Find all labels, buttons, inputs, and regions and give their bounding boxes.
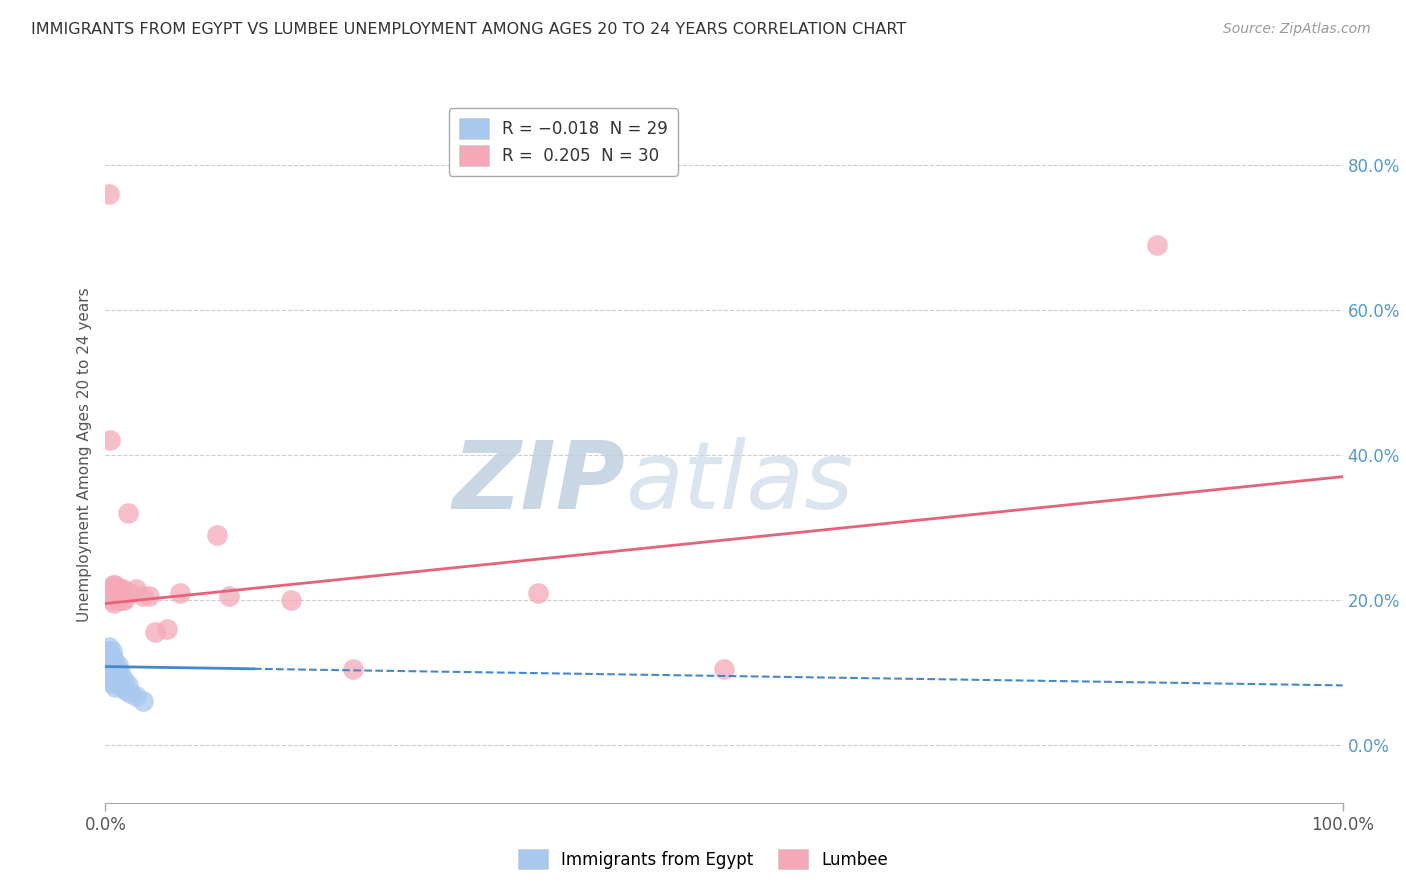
Point bbox=[100, 676, 122, 690]
Point bbox=[97, 647, 120, 661]
Point bbox=[111, 582, 134, 596]
Point bbox=[138, 589, 160, 603]
Point bbox=[100, 582, 122, 596]
Point bbox=[120, 685, 142, 699]
Point bbox=[104, 662, 127, 676]
Point bbox=[114, 683, 136, 698]
Legend: R = −0.018  N = 29, R =  0.205  N = 30: R = −0.018 N = 29, R = 0.205 N = 30 bbox=[449, 109, 678, 176]
Point bbox=[103, 673, 125, 687]
Point bbox=[96, 643, 118, 657]
Point bbox=[97, 665, 120, 680]
Point bbox=[101, 578, 124, 592]
Text: IMMIGRANTS FROM EGYPT VS LUMBEE UNEMPLOYMENT AMONG AGES 20 TO 24 YEARS CORRELATI: IMMIGRANTS FROM EGYPT VS LUMBEE UNEMPLOY… bbox=[31, 22, 907, 37]
Point bbox=[101, 651, 124, 665]
Point bbox=[100, 665, 122, 680]
Point bbox=[107, 676, 129, 690]
Text: ZIP: ZIP bbox=[453, 437, 626, 529]
Legend: Immigrants from Egypt, Lumbee: Immigrants from Egypt, Lumbee bbox=[508, 838, 898, 880]
Point bbox=[100, 643, 122, 657]
Point bbox=[98, 669, 121, 683]
Point bbox=[125, 689, 148, 703]
Point bbox=[1146, 237, 1168, 252]
Point bbox=[218, 589, 240, 603]
Point bbox=[110, 665, 132, 680]
Point bbox=[103, 655, 125, 669]
Point bbox=[156, 622, 179, 636]
Point bbox=[108, 669, 131, 683]
Point bbox=[527, 585, 550, 599]
Point bbox=[98, 655, 121, 669]
Point bbox=[96, 658, 118, 673]
Point bbox=[143, 625, 166, 640]
Point bbox=[205, 527, 228, 541]
Text: atlas: atlas bbox=[626, 437, 853, 528]
Point bbox=[280, 592, 302, 607]
Point bbox=[104, 578, 127, 592]
Point bbox=[117, 678, 139, 692]
Point bbox=[117, 506, 139, 520]
Point bbox=[98, 640, 121, 654]
Point bbox=[100, 651, 122, 665]
Point bbox=[103, 582, 125, 596]
Point bbox=[100, 434, 122, 448]
Point bbox=[110, 592, 132, 607]
Point bbox=[100, 592, 122, 607]
Y-axis label: Unemployment Among Ages 20 to 24 years: Unemployment Among Ages 20 to 24 years bbox=[76, 287, 91, 623]
Point bbox=[131, 694, 153, 708]
Point bbox=[103, 597, 125, 611]
Point bbox=[108, 592, 131, 607]
Point bbox=[131, 589, 153, 603]
Text: Source: ZipAtlas.com: Source: ZipAtlas.com bbox=[1223, 22, 1371, 37]
Point bbox=[98, 187, 121, 202]
Point bbox=[104, 680, 127, 694]
Point bbox=[112, 592, 135, 607]
Point bbox=[120, 585, 142, 599]
Point bbox=[169, 585, 191, 599]
Point bbox=[101, 669, 124, 683]
Point bbox=[105, 592, 128, 607]
Point bbox=[112, 673, 135, 687]
Point bbox=[342, 662, 364, 676]
Point bbox=[125, 582, 148, 596]
Point bbox=[107, 658, 129, 673]
Point bbox=[105, 665, 128, 680]
Point bbox=[107, 582, 129, 596]
Point bbox=[713, 662, 735, 676]
Point bbox=[110, 582, 132, 596]
Point bbox=[110, 680, 132, 694]
